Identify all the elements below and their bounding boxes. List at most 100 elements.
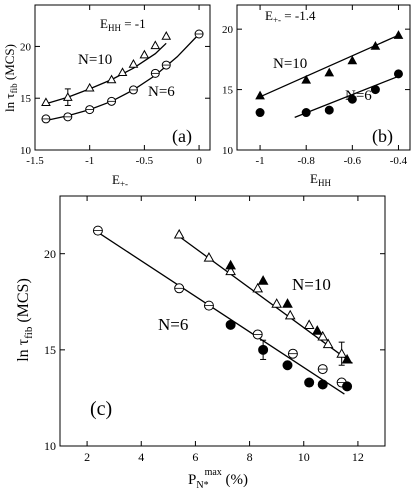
data-point-triangle — [336, 348, 348, 358]
x-tick-label: 4 — [138, 450, 144, 464]
data-point-circle — [301, 108, 311, 118]
data-point-triangle — [324, 67, 335, 77]
panel-a-fit-lines — [43, 33, 200, 122]
data-point-circle — [342, 381, 353, 392]
fit-line — [43, 33, 200, 122]
x-tick-label: 6 — [192, 450, 198, 464]
panel-b-label-n6: N=6 — [345, 88, 372, 104]
panel-b: -1 -0.8 -0.6 -0.4 10 15 20 E+- = -1.4 N=10 N=6… — [222, 4, 411, 188]
data-point-circle — [393, 69, 403, 79]
x-tick-label: 0 — [196, 155, 202, 167]
data-point-triangle — [203, 252, 215, 262]
panel-c-panel-label: (c) — [90, 398, 112, 420]
y-tick-label: 15 — [44, 343, 56, 357]
x-tick-label: -1 — [255, 155, 264, 167]
y-tick-label: 10 — [20, 145, 32, 157]
data-point-triangle — [173, 228, 185, 239]
fit-line — [176, 233, 353, 364]
data-point-triangle — [322, 338, 334, 349]
data-point-triangle — [271, 298, 283, 308]
data-point-triangle — [117, 67, 128, 77]
panel-a-points — [41, 29, 204, 124]
y-tick-label: 15 — [20, 93, 32, 105]
data-point-triangle — [225, 259, 236, 270]
x-tick-label: 2 — [84, 450, 90, 464]
panel-b-label-n10: N=10 — [273, 56, 307, 72]
data-point-triangle — [41, 97, 51, 107]
x-tick-label: -1.5 — [26, 155, 44, 167]
x-tick-label: -0.8 — [297, 155, 315, 167]
panel-c-points — [92, 225, 353, 392]
data-point-triangle — [161, 31, 172, 40]
x-tick-label: 10 — [298, 450, 310, 464]
panel-b-annotation: E+- = -1.4 — [265, 8, 316, 25]
x-tick-label: -1 — [85, 155, 94, 167]
y-tick-label: 10 — [222, 145, 234, 157]
panel-a-panel-label: (a) — [172, 126, 192, 147]
data-point-circle — [324, 105, 334, 115]
fit-line — [94, 230, 345, 395]
panel-a-ylabel: ln τfib (MCS) — [2, 44, 19, 112]
panel-a-xlabel: E+- — [112, 172, 128, 189]
data-point-triangle — [284, 309, 296, 320]
data-point-circle — [225, 319, 236, 330]
panel-a-frame — [34, 4, 211, 151]
data-point-triangle — [84, 82, 95, 92]
data-point-triangle — [370, 41, 381, 50]
data-point-circle — [282, 360, 293, 371]
data-point-triangle — [225, 265, 236, 276]
panel-c-frame — [59, 195, 386, 447]
data-point-triangle — [301, 74, 312, 84]
y-tick-label: 20 — [20, 41, 32, 53]
data-point-triangle — [257, 275, 269, 285]
panel-c-ylabel: ln τfib (MCS) — [15, 278, 35, 362]
y-tick-label: 20 — [222, 24, 234, 36]
panel-c-fit-lines — [94, 230, 353, 395]
panel-b-xlabel: EHH — [310, 171, 331, 188]
panel-c: 2 4 6 8 10 12 10 15 20 N=10 N=6 (c) PN*max (%) l… — [15, 195, 386, 491]
data-point-triangle — [393, 30, 404, 39]
data-point-triangle — [255, 90, 265, 100]
data-point-circle — [370, 85, 380, 95]
panel-a-ticks: -1.5 -1 -0.5 0 10 15 20 — [20, 5, 210, 167]
x-tick-label: -0.4 — [390, 155, 408, 167]
data-point-triangle — [252, 282, 264, 293]
x-tick-label: -0.6 — [344, 155, 362, 167]
panel-a-label-n10: N=10 — [78, 52, 112, 68]
data-point-triangle — [128, 59, 139, 68]
panel-b-ticks: -1 -0.8 -0.6 -0.4 10 15 20 — [222, 5, 410, 167]
data-point-triangle — [139, 49, 150, 59]
data-point-triangle — [317, 330, 329, 341]
data-point-circle — [255, 108, 265, 118]
data-point-triangle — [341, 353, 353, 364]
panel-c-xlabel: PN*max (%) — [188, 467, 248, 491]
panel-b-frame — [236, 4, 411, 151]
panel-c-label-n10: N=10 — [292, 275, 331, 294]
data-point-circle — [258, 344, 269, 355]
x-tick-label: -0.5 — [136, 155, 154, 167]
data-point-circle — [304, 377, 315, 388]
data-point-triangle — [311, 325, 323, 335]
x-tick-label: 12 — [352, 450, 364, 464]
panel-a-label-n6: N=6 — [148, 84, 175, 100]
data-point-circle — [317, 379, 328, 390]
fit-line — [294, 75, 399, 119]
y-tick-label: 15 — [222, 84, 234, 96]
data-point-triangle — [62, 92, 73, 101]
data-point-triangle — [150, 40, 161, 50]
data-point-triangle — [347, 55, 358, 65]
data-point-triangle — [303, 319, 315, 329]
y-tick-label: 20 — [44, 247, 56, 261]
data-point-triangle — [282, 298, 293, 308]
panel-c-ticks: 2 4 6 8 10 12 10 15 20 — [44, 196, 385, 464]
panel-b-panel-label: (b) — [372, 126, 393, 147]
panel-b-points — [255, 30, 404, 118]
y-tick-label: 10 — [44, 439, 56, 453]
data-point-circle — [347, 94, 357, 104]
panel-a-annotation: EHH = -1 — [100, 16, 146, 33]
data-point-triangle — [106, 74, 117, 84]
x-tick-label: 8 — [247, 450, 253, 464]
panel-c-label-n6: N=6 — [158, 315, 188, 334]
